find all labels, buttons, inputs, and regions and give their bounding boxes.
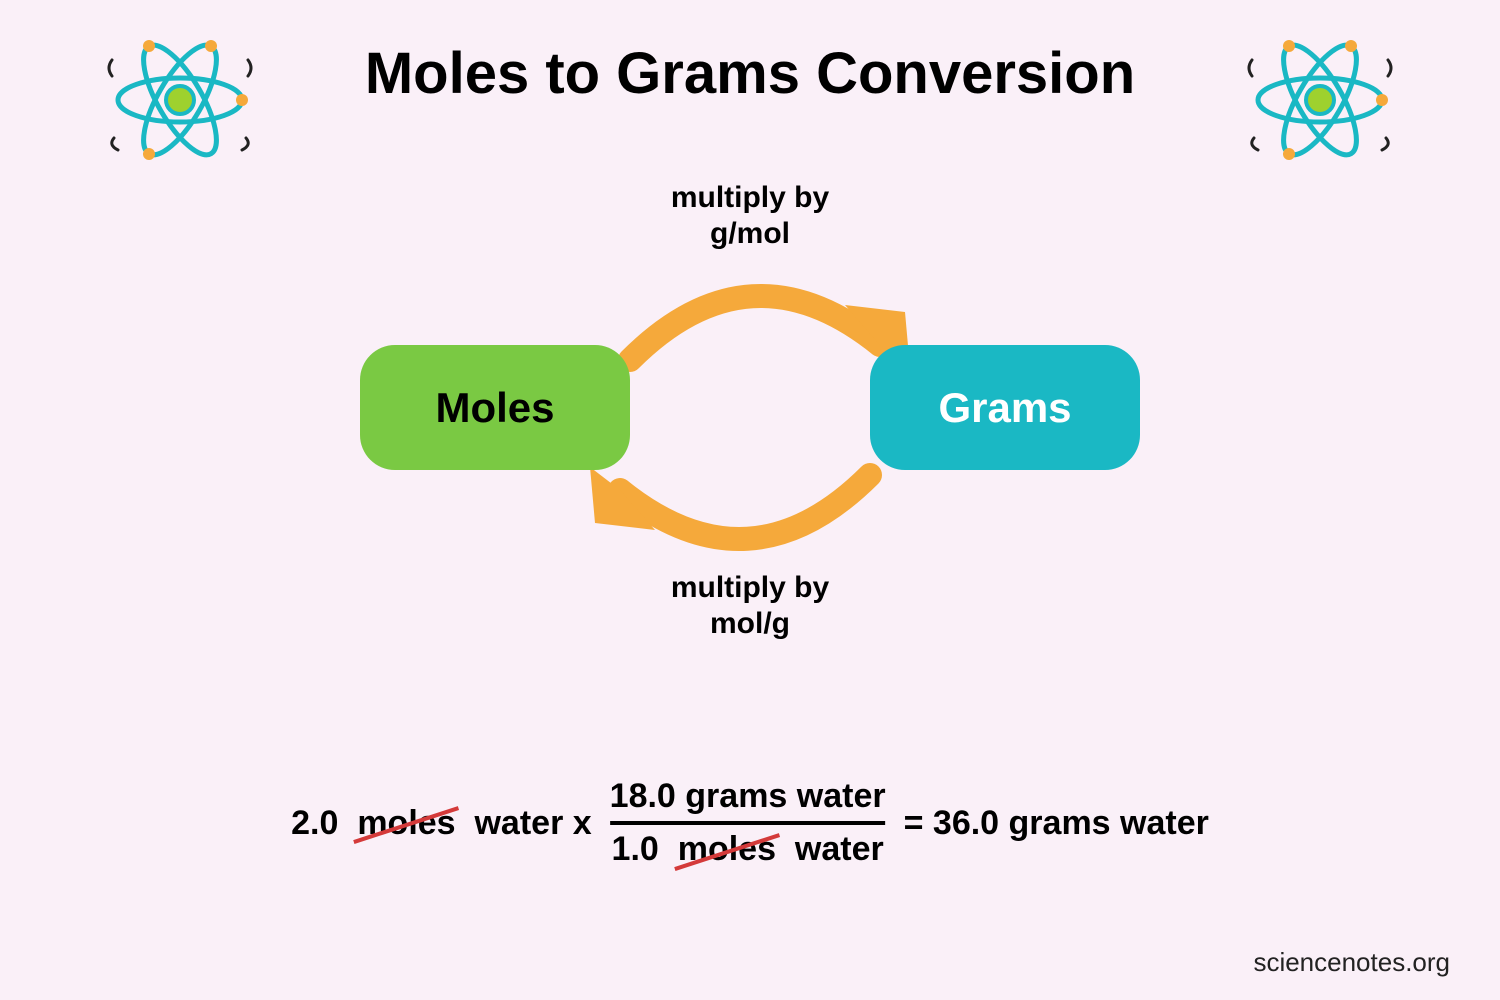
eq-numerator: 18.0 grams water bbox=[610, 776, 886, 817]
moles-pill: Moles bbox=[360, 345, 630, 470]
eq-denom-rest: water bbox=[795, 830, 884, 868]
top-label-line2: g/mol bbox=[710, 217, 790, 250]
worked-equation: 2.0 moles water x 18.0 grams water 1.0 m… bbox=[291, 776, 1209, 870]
eq-denom-strike: moles bbox=[678, 829, 776, 870]
bottom-label-line2: mol/g bbox=[710, 607, 790, 640]
eq-rhs: = 36.0 grams water bbox=[904, 804, 1209, 843]
top-arrow-label: multiply by g/mol bbox=[640, 180, 860, 252]
grams-label: Grams bbox=[938, 384, 1071, 432]
moles-label: Moles bbox=[435, 384, 554, 432]
atom-icon-right bbox=[1240, 30, 1400, 170]
eq-fraction: 18.0 grams water 1.0 moles water bbox=[610, 776, 886, 870]
attribution: sciencenotes.org bbox=[1253, 947, 1450, 978]
fraction-bar bbox=[610, 821, 886, 825]
atom-icon-left bbox=[100, 30, 260, 170]
bottom-label-line1: multiply by bbox=[671, 571, 829, 604]
eq-lhs-rest: water x bbox=[474, 804, 591, 842]
eq-lhs: 2.0 moles water x bbox=[291, 804, 592, 843]
eq-lhs-strike: moles bbox=[357, 804, 455, 843]
eq-denominator: 1.0 moles water bbox=[612, 829, 884, 870]
eq-lhs-qty: 2.0 bbox=[291, 804, 338, 842]
top-label-line1: multiply by bbox=[671, 181, 829, 214]
conversion-cycle: multiply by g/mol Moles Grams multiply b… bbox=[350, 180, 1150, 660]
grams-pill: Grams bbox=[870, 345, 1140, 470]
eq-denom-qty: 1.0 bbox=[612, 830, 659, 868]
bottom-arrow-label: multiply by mol/g bbox=[640, 570, 860, 642]
